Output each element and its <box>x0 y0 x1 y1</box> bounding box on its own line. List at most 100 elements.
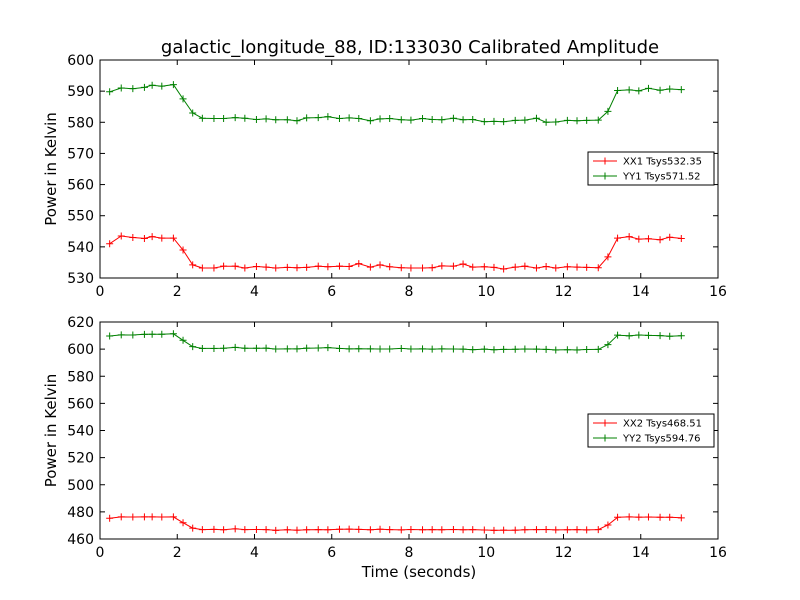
data-point <box>198 526 206 534</box>
data-point <box>220 526 228 534</box>
data-point <box>272 116 280 124</box>
data-point <box>272 345 280 353</box>
y-tick-label: 500 <box>67 478 94 494</box>
data-point <box>469 526 477 534</box>
x-tick-label: 4 <box>250 284 259 300</box>
data-point <box>148 81 156 89</box>
data-point <box>542 526 550 534</box>
data-point <box>428 526 436 534</box>
data-point <box>117 84 125 92</box>
data-point <box>677 332 685 340</box>
data-point <box>490 263 498 271</box>
data-point <box>179 95 187 103</box>
data-point <box>511 345 519 353</box>
data-point <box>241 344 249 352</box>
data-point <box>293 345 301 353</box>
data-point <box>449 345 457 353</box>
data-point <box>231 114 239 122</box>
data-point <box>480 526 488 534</box>
data-point <box>677 514 685 522</box>
data-point <box>480 263 488 271</box>
data-point <box>355 525 363 533</box>
data-point <box>594 345 602 353</box>
data-point <box>366 263 374 271</box>
legend-entry: YY2 Tsys594.76 <box>622 434 701 445</box>
data-point <box>158 82 166 90</box>
data-point <box>542 118 550 126</box>
data-point <box>677 86 685 94</box>
data-point <box>314 344 322 352</box>
x-tick-label: 0 <box>96 284 105 300</box>
data-point <box>386 526 394 534</box>
data-point <box>573 346 581 354</box>
chart-title: galactic_longitude_88, ID:133030 Calibra… <box>161 37 659 58</box>
data-point <box>376 261 384 269</box>
data-point <box>397 264 405 272</box>
data-point <box>158 330 166 338</box>
data-point <box>366 117 374 125</box>
data-point <box>656 236 664 244</box>
legend-marker <box>601 434 609 442</box>
data-point <box>532 526 540 534</box>
data-point <box>252 262 260 270</box>
data-point <box>231 525 239 533</box>
y-tick-label: 460 <box>67 532 94 548</box>
y-tick-label: 580 <box>67 369 94 385</box>
data-point <box>521 345 529 353</box>
data-point <box>459 116 467 124</box>
data-point <box>459 345 467 353</box>
data-point <box>106 514 114 522</box>
data-point <box>129 85 137 93</box>
data-point <box>459 526 467 534</box>
data-point <box>252 344 260 352</box>
data-point <box>438 345 446 353</box>
data-point <box>542 262 550 270</box>
data-point <box>158 513 166 521</box>
data-point <box>189 261 197 269</box>
legend-box <box>587 413 715 448</box>
data-point <box>419 115 427 123</box>
x-tick-label: 12 <box>555 284 573 300</box>
data-point <box>117 232 125 240</box>
data-point <box>220 262 228 270</box>
data-point <box>179 246 187 254</box>
data-point <box>407 116 415 124</box>
data-point <box>314 114 322 122</box>
x-tick-label: 6 <box>327 545 336 561</box>
data-point <box>189 343 197 351</box>
legend-marker <box>601 172 609 180</box>
data-point <box>614 331 622 339</box>
data-point <box>532 264 540 272</box>
data-point <box>210 115 218 123</box>
data-point <box>198 114 206 122</box>
data-point <box>283 263 291 271</box>
data-point <box>231 343 239 351</box>
data-point <box>573 263 581 271</box>
bottom-panel: 0 2 4 6 8 10 12 14 16 460 480 500 520 540 560 580 600 620… <box>42 315 727 581</box>
data-point <box>158 234 166 242</box>
data-point <box>552 526 560 534</box>
data-point <box>335 525 343 533</box>
data-point <box>635 87 643 95</box>
x-tick-label: 8 <box>405 545 414 561</box>
data-point <box>419 264 427 272</box>
data-point <box>241 264 249 272</box>
y-tick-label: 550 <box>67 209 94 225</box>
data-point <box>542 345 550 353</box>
data-point <box>521 116 529 124</box>
data-point <box>241 526 249 534</box>
data-point <box>252 526 260 534</box>
data-point <box>644 235 652 243</box>
data-point <box>293 117 301 125</box>
data-point <box>345 345 353 353</box>
data-point <box>335 344 343 352</box>
data-point <box>324 526 332 534</box>
y-tick-label: 620 <box>67 315 94 331</box>
legend-entry: XX1 Tsys532.35 <box>623 157 702 168</box>
y-tick-label: 600 <box>67 342 94 358</box>
y-axis-label: Power in Kelvin <box>42 374 60 488</box>
data-point <box>140 234 148 242</box>
data-point <box>355 115 363 123</box>
data-point <box>419 526 427 534</box>
data-point <box>552 346 560 354</box>
